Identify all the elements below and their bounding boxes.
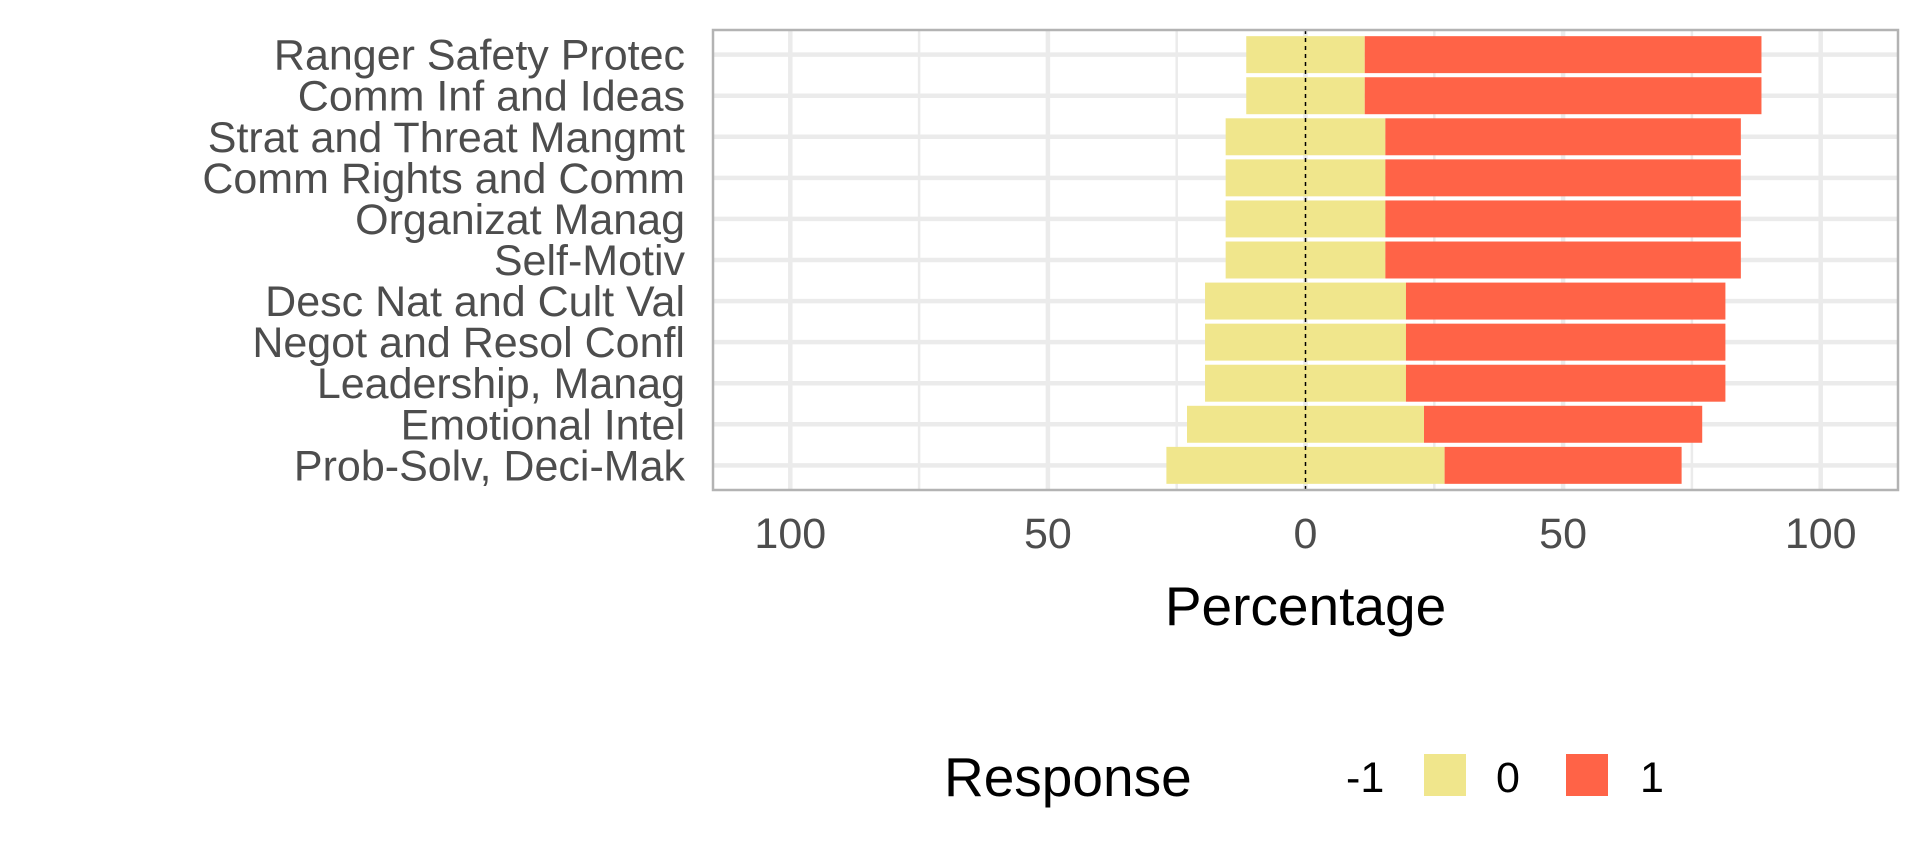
bar-pos (1364, 77, 1762, 115)
bar-pos (1385, 200, 1741, 238)
x-tick-label: 0 (1294, 510, 1318, 558)
legend-key-1 (1424, 754, 1466, 796)
bars (1166, 36, 1762, 484)
legend-label: 1 (1640, 754, 1664, 802)
legend-key-2 (1566, 754, 1608, 796)
bar-pos (1385, 241, 1741, 279)
bar-pos (1364, 36, 1762, 74)
category-label: Organizat Manag (355, 196, 685, 244)
category-label: Desc Nat and Cult Val (265, 278, 685, 326)
bar-pos (1385, 118, 1741, 156)
bar-pos (1385, 159, 1741, 197)
x-tick-label: 50 (1024, 510, 1072, 558)
bar-pos (1444, 446, 1682, 484)
legend: Response -1 0 1 (944, 746, 1664, 808)
category-label: Comm Inf and Ideas (298, 73, 685, 121)
bar-pos (1405, 364, 1726, 402)
category-label: Negot and Resol Confl (252, 319, 685, 367)
x-tick-label: 50 (1539, 510, 1587, 558)
bar-pos (1405, 323, 1726, 361)
x-axis-title: Percentage (1165, 575, 1446, 637)
category-label: Self-Motiv (494, 237, 686, 285)
legend-label: -1 (1346, 754, 1384, 802)
category-label: Leadership, Manag (317, 360, 685, 408)
category-label: Prob-Solv, Deci-Mak (294, 442, 686, 490)
legend-title: Response (944, 746, 1192, 808)
category-label: Comm Rights and Comm (202, 155, 685, 203)
category-label: Emotional Intel (401, 401, 685, 449)
legend-label: 0 (1496, 754, 1520, 802)
bar-pos (1405, 282, 1726, 320)
category-label: Ranger Safety Protec (274, 32, 685, 80)
bar-pos (1424, 405, 1703, 443)
category-label: Strat and Threat Mangmt (208, 114, 685, 162)
x-tick-label: 100 (1785, 510, 1857, 558)
x-tick-label: 100 (754, 510, 826, 558)
x-tick-labels: 100 50 0 50 100 (754, 510, 1856, 558)
panel-border (711, 28, 1900, 492)
